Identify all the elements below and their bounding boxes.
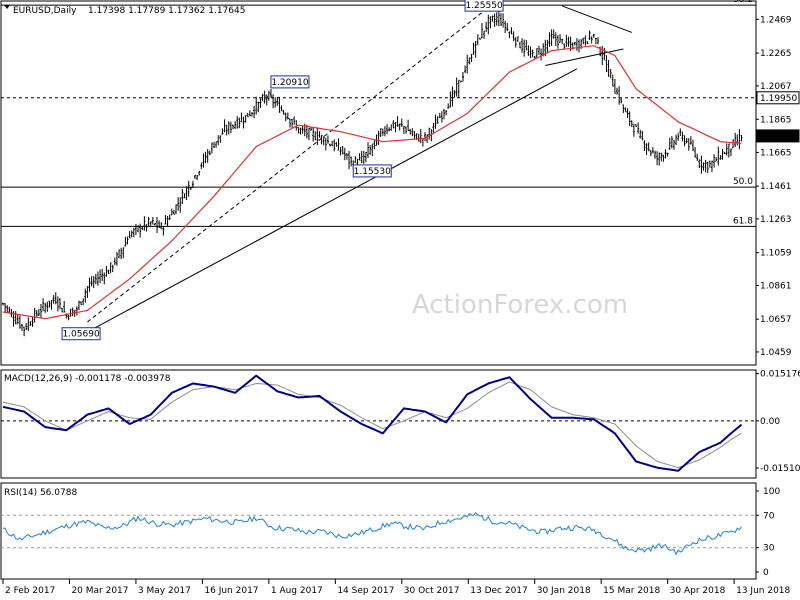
level-label: 61.8 bbox=[733, 216, 753, 226]
price-annotation-box bbox=[352, 164, 392, 178]
x-axis: 2 Feb 2017 20 Mar 2017 3 May 2017 16 Jun 20… bbox=[2, 579, 791, 596]
price-levels: 38.2 50.0 61.8 bbox=[1, 0, 756, 227]
price-axis-label: 1.1059 bbox=[760, 249, 792, 259]
macd-panel-frame bbox=[0, 369, 757, 479]
price-axis-label: 1.1865 bbox=[760, 115, 792, 125]
watermark: ActionForex.com bbox=[412, 290, 628, 320]
price-axis-label: 1.2265 bbox=[760, 49, 792, 59]
sma-line bbox=[2, 45, 742, 320]
x-axis-label: 20 Mar 2017 bbox=[71, 586, 128, 596]
price-annotations: 1.25550 1.20910 1.15530 1.05690 bbox=[61, 0, 504, 341]
price-annotation-label: 1.05690 bbox=[62, 330, 99, 340]
rsi-panel-frame bbox=[0, 482, 757, 580]
price-axis-label: 1.0459 bbox=[760, 348, 792, 358]
price-annotation-label: 1.15530 bbox=[354, 167, 391, 177]
x-axis-label: 14 Sep 2017 bbox=[337, 586, 394, 596]
last-price-label: 1.17645 bbox=[760, 132, 797, 142]
rsi-axis-label: 70 bbox=[763, 511, 775, 521]
price-axis-label: 1.1263 bbox=[760, 215, 792, 225]
macd-title: MACD(12,26,9) -0.001178 -0.003978 bbox=[4, 374, 171, 384]
price-axis: 1.2469 1.2265 1.2067 1.1865 1.1665 1.1461 1.12… bbox=[756, 15, 800, 358]
level-label: 38.2 bbox=[733, 0, 753, 5]
x-axis-label: 30 Oct 2017 bbox=[404, 586, 460, 596]
level-price-label: 1.19950 bbox=[760, 94, 797, 104]
macd-line bbox=[2, 374, 743, 472]
x-axis-label: 13 Dec 2017 bbox=[470, 586, 528, 596]
macd-axis-label: -0.015105 bbox=[760, 464, 800, 474]
rsi-line bbox=[2, 511, 742, 556]
rsi-layer: 100 70 30 0 bbox=[1, 487, 780, 578]
price-trendlines bbox=[87, 5, 632, 333]
x-axis-label: 3 May 2017 bbox=[138, 586, 191, 596]
x-axis-label: 15 Mar 2018 bbox=[603, 586, 660, 596]
channel-line bbox=[87, 8, 487, 323]
price-panel-frame bbox=[0, 0, 757, 366]
price-annotation-box bbox=[270, 75, 310, 89]
price-sma bbox=[2, 45, 742, 320]
trend-line bbox=[545, 48, 624, 67]
price-candles bbox=[2, 10, 743, 337]
x-axis-label: 13 Jun 2018 bbox=[736, 586, 790, 596]
price-axis-label: 1.0861 bbox=[760, 281, 792, 291]
x-axis-label: 30 Apr 2018 bbox=[670, 586, 726, 596]
price-annotation-box bbox=[61, 327, 101, 341]
rsi-axis-label: 30 bbox=[763, 544, 775, 554]
x-axis-label: 1 Aug 2017 bbox=[271, 586, 323, 596]
trend-line bbox=[87, 68, 578, 333]
rsi-title: RSI(14) 56.0788 bbox=[4, 488, 77, 498]
price-annotation-box bbox=[464, 0, 504, 12]
price-axis-label: 1.0657 bbox=[760, 315, 792, 325]
last-price-box bbox=[756, 129, 800, 143]
chart-header-triangle-icon bbox=[4, 5, 10, 9]
chart-ohlc-label: 1.17398 1.17789 1.17362 1.17645 bbox=[88, 6, 245, 16]
x-axis-label: 16 Jun 2017 bbox=[204, 586, 258, 596]
price-axis-label: 1.2067 bbox=[760, 82, 792, 92]
macd-layer: 0.015176 0.00 -0.015105 bbox=[1, 370, 800, 474]
price-annotation-label: 1.20910 bbox=[271, 78, 308, 88]
price-axis-label: 1.1461 bbox=[760, 182, 792, 192]
rsi-axis-label: 100 bbox=[763, 487, 780, 497]
price-axis-label: 1.2469 bbox=[760, 15, 792, 25]
chart-header: EURUSD,Daily 1.17398 1.17789 1.17362 1.1… bbox=[4, 5, 245, 16]
price-axis-label: 1.1665 bbox=[760, 148, 792, 158]
macd-signal-line bbox=[2, 381, 742, 469]
x-axis-label: 2 Feb 2017 bbox=[5, 586, 55, 596]
rsi-axis-label: 0 bbox=[763, 568, 769, 578]
price-annotation-label: 1.25550 bbox=[465, 1, 502, 11]
trend-line bbox=[561, 5, 632, 33]
macd-axis-label: 0.00 bbox=[760, 417, 780, 427]
level-label: 50.0 bbox=[733, 177, 753, 187]
x-axis-label: 30 Jan 2018 bbox=[537, 586, 591, 596]
chart-symbol-label: EURUSD,Daily bbox=[13, 6, 77, 16]
macd-axis-label: 0.015176 bbox=[760, 370, 800, 380]
level-price-box bbox=[756, 91, 800, 105]
